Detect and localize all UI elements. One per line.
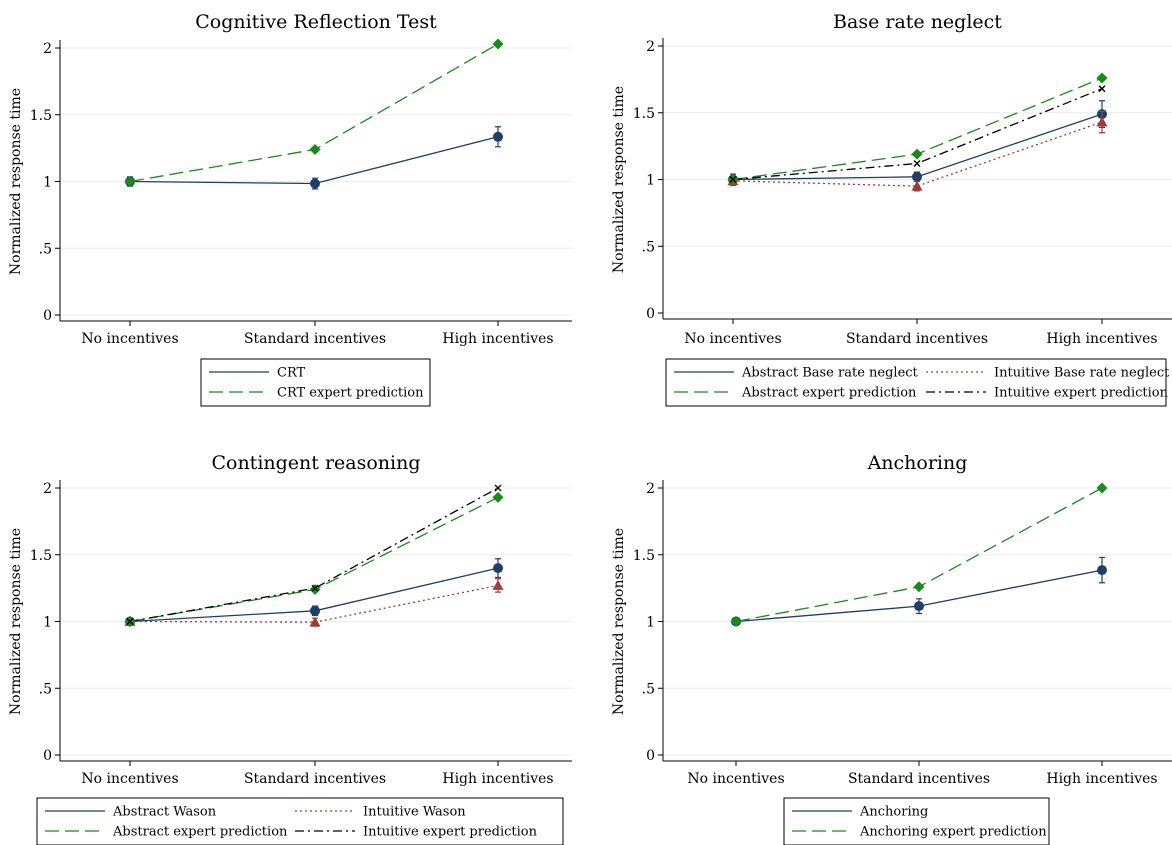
chart-title: Base rate neglect — [833, 11, 1002, 33]
data-point — [493, 563, 503, 574]
chart-panel-2: Base rate neglect 0 .5 1 1.5 2 No incentives St… — [611, 11, 1172, 407]
y-axis-label: Normalized response time — [611, 528, 627, 715]
series-line-4 — [129, 487, 499, 623]
y-tick-label: 2 — [43, 481, 52, 497]
data-point — [309, 616, 321, 627]
y-tick-label: 1 — [43, 615, 52, 631]
legend-label: CRT expert prediction — [277, 386, 424, 401]
legend-label: Intuitive expert prediction — [994, 386, 1169, 401]
legend-box — [36, 797, 564, 845]
x-tick-label: High incentives — [1046, 771, 1157, 787]
data-point — [1097, 565, 1107, 576]
data-point — [729, 176, 737, 183]
data-point — [492, 38, 504, 50]
y-tick-label: 1 — [646, 173, 655, 189]
legend-label: Anchoring expert prediction — [859, 825, 1047, 840]
y-tick-label: 1 — [646, 615, 655, 631]
chart-panel-4: Anchoring 0 .5 1 1.5 2 No incentives Standard i… — [611, 452, 1172, 845]
y-tick-label: 0 — [43, 308, 52, 324]
data-point — [492, 579, 504, 590]
x-tick-label: Standard incentives — [244, 331, 386, 347]
data-point — [126, 618, 134, 625]
y-tick-label: 0 — [43, 748, 52, 764]
legend-box — [783, 797, 1050, 845]
y-tick-label: 0 — [646, 748, 655, 764]
chart-title: Cognitive Reflection Test — [195, 11, 437, 33]
x-tick-label: No incentives — [81, 771, 178, 787]
data-point — [492, 491, 504, 503]
y-tick-label: 1.5 — [633, 548, 655, 564]
data-point — [1096, 116, 1108, 127]
data-point — [309, 143, 321, 155]
legend-label: CRT — [277, 366, 306, 381]
series-line-4 — [732, 88, 1103, 181]
data-point — [730, 616, 742, 627]
legend-label: Intuitive expert prediction — [363, 825, 538, 840]
data-point — [914, 601, 924, 612]
data-point — [310, 605, 320, 616]
series-line-3 — [129, 496, 499, 623]
data-point — [1096, 72, 1108, 84]
series-line-1 — [129, 136, 499, 185]
legend-box — [200, 358, 431, 407]
y-tick-label: 1 — [43, 175, 52, 191]
x-tick-label: High incentives — [442, 331, 553, 347]
x-tick-label: No incentives — [687, 771, 784, 787]
series-line-1 — [732, 113, 1103, 181]
data-point — [493, 131, 503, 142]
y-tick-label: 2 — [646, 481, 655, 497]
legend-label: Abstract expert prediction — [741, 386, 917, 401]
y-tick-label: .5 — [642, 681, 655, 697]
series-line-2 — [732, 121, 1103, 187]
y-tick-label: .5 — [39, 681, 52, 697]
x-tick-label: No incentives — [684, 331, 781, 347]
y-tick-label: 2 — [646, 39, 655, 55]
y-axis-label: Normalized response time — [8, 528, 24, 715]
x-tick-label: Standard incentives — [848, 771, 990, 787]
x-tick-label: Standard incentives — [846, 331, 988, 347]
x-tick-label: No incentives — [81, 331, 178, 347]
y-tick-label: 1.5 — [633, 106, 655, 122]
legend-label: Abstract Wason — [112, 805, 217, 820]
y-tick-label: 1.5 — [30, 108, 52, 124]
legend-label: Intuitive Base rate neglect — [994, 366, 1170, 381]
legend-box — [665, 358, 1167, 407]
y-tick-label: .5 — [39, 241, 52, 257]
data-point — [912, 171, 922, 182]
x-tick-label: High incentives — [1046, 331, 1157, 347]
data-point — [1096, 482, 1108, 494]
y-tick-label: .5 — [642, 239, 655, 255]
x-tick-label: Standard incentives — [244, 771, 386, 787]
x-tick-label: High incentives — [442, 771, 553, 787]
data-point — [913, 159, 921, 167]
y-axis-label: Normalized response time — [8, 88, 24, 275]
data-point — [309, 583, 321, 595]
data-point — [124, 176, 136, 187]
legend-label: Anchoring — [859, 805, 928, 820]
data-point — [494, 484, 502, 492]
data-point — [310, 178, 320, 189]
legend-label: Abstract Base rate neglect — [741, 366, 919, 381]
chart-panel-1: Cognitive Reflection Test 0 .5 1 1.5 2 No ince… — [8, 11, 572, 407]
chart-title: Anchoring — [867, 452, 968, 474]
y-axis-label: Normalized response time — [611, 86, 627, 273]
y-tick-label: 2 — [43, 41, 52, 57]
chart-panel-3: Contingent reasoning 0 .5 1 1.5 2 No incentive… — [8, 452, 572, 845]
y-tick-label: 0 — [646, 306, 655, 322]
data-point — [911, 180, 923, 191]
legend-label: Intuitive Wason — [363, 805, 466, 820]
y-tick-label: 1.5 — [30, 548, 52, 564]
data-point — [311, 584, 319, 592]
data-point — [913, 581, 925, 593]
data-point — [1098, 85, 1106, 93]
chart-title: Contingent reasoning — [211, 452, 420, 474]
series-line-2 — [129, 43, 499, 183]
data-point — [911, 148, 923, 160]
legend-label: Abstract expert prediction — [112, 825, 288, 840]
